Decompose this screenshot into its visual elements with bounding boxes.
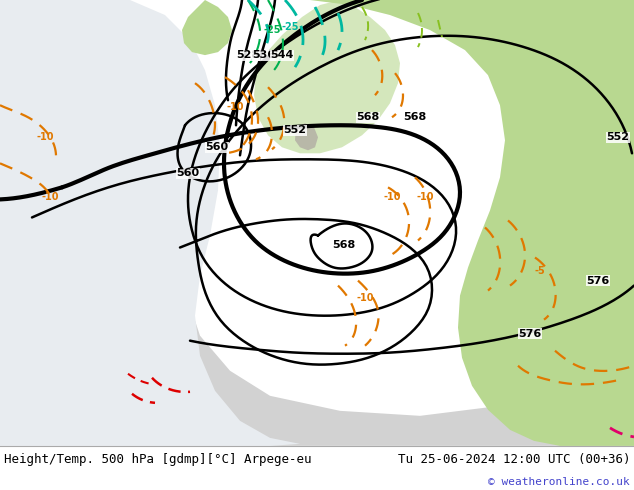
Text: 576: 576 xyxy=(519,329,541,339)
Text: 528: 528 xyxy=(236,50,259,60)
Text: 560: 560 xyxy=(205,142,229,152)
Text: -10: -10 xyxy=(356,293,374,303)
Text: 560: 560 xyxy=(176,169,200,178)
Text: -5: -5 xyxy=(534,266,545,275)
Text: -10: -10 xyxy=(383,193,401,202)
Text: -10: -10 xyxy=(41,193,59,202)
Polygon shape xyxy=(310,0,634,446)
Polygon shape xyxy=(0,0,300,446)
Text: 536: 536 xyxy=(252,50,276,60)
Text: 568: 568 xyxy=(403,112,427,122)
Text: 576: 576 xyxy=(586,275,610,286)
Polygon shape xyxy=(295,123,318,150)
Polygon shape xyxy=(0,0,634,446)
Text: -25: -25 xyxy=(263,25,281,35)
Text: Tu 25-06-2024 12:00 UTC (00+36): Tu 25-06-2024 12:00 UTC (00+36) xyxy=(398,453,630,466)
Text: 544: 544 xyxy=(270,50,294,60)
Text: 552: 552 xyxy=(607,132,630,142)
Text: 552: 552 xyxy=(283,125,306,135)
Polygon shape xyxy=(254,0,400,153)
Text: Height/Temp. 500 hPa [gdmp][°C] Arpege-eu: Height/Temp. 500 hPa [gdmp][°C] Arpege-e… xyxy=(4,453,311,466)
Text: 568: 568 xyxy=(332,241,356,250)
Text: -10: -10 xyxy=(417,193,434,202)
Text: -10: -10 xyxy=(226,102,243,112)
Polygon shape xyxy=(182,0,232,55)
Text: © weatheronline.co.uk: © weatheronline.co.uk xyxy=(488,477,630,487)
Text: 568: 568 xyxy=(356,112,380,122)
Text: -25: -25 xyxy=(281,22,299,32)
Text: -10: -10 xyxy=(36,132,54,142)
